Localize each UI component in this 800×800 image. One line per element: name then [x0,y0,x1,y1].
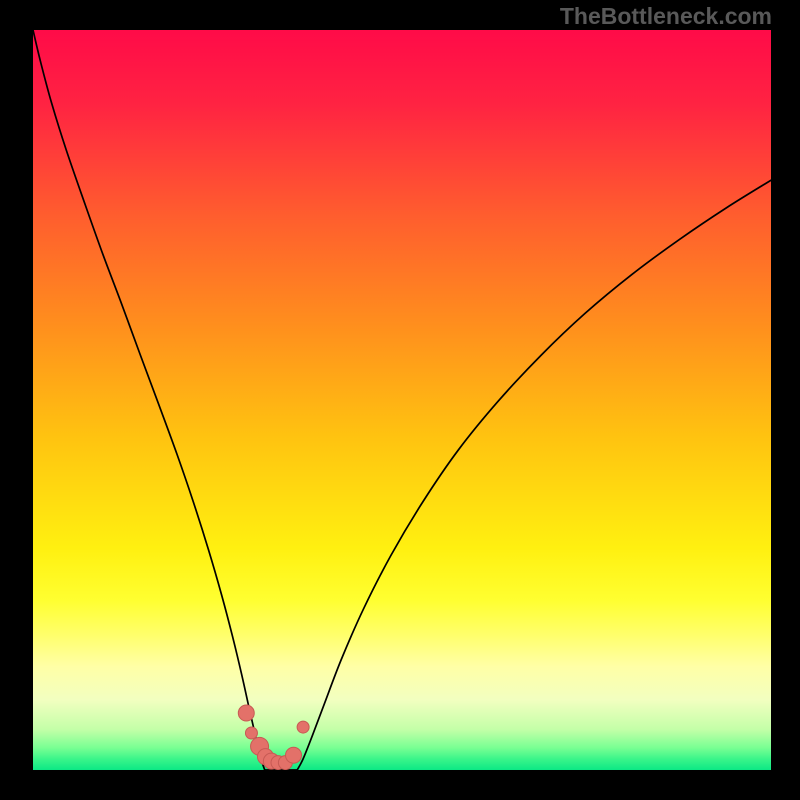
marker-point [297,721,309,733]
curve-left-branch [33,30,265,770]
marker-point [286,747,302,763]
curve-right-branch [297,180,771,770]
frame-border-left [0,0,33,800]
watermark-text: TheBottleneck.com [560,3,772,30]
marker-point [238,705,254,721]
data-markers [238,705,309,770]
marker-point [245,727,257,739]
bottleneck-curve-chart [0,0,800,800]
curves-group [33,30,771,770]
frame-border-bottom [0,770,800,800]
frame-border-right [771,0,800,800]
